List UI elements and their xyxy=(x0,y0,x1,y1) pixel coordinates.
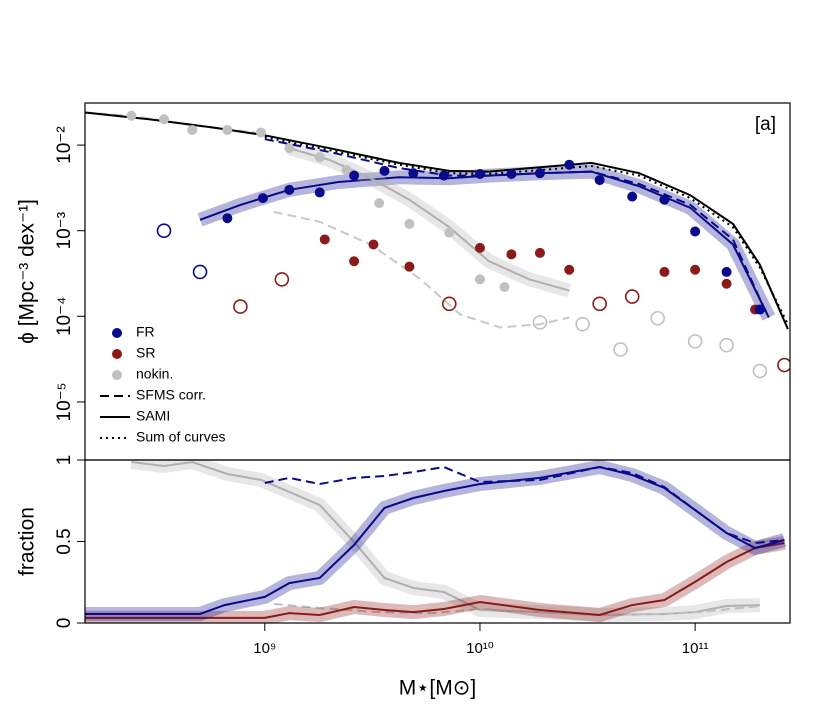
point xyxy=(349,256,360,267)
point xyxy=(594,175,605,186)
legend-marker xyxy=(112,349,122,359)
y-tick-label: 0 xyxy=(54,618,75,629)
point xyxy=(752,363,768,379)
point xyxy=(532,315,548,330)
point xyxy=(534,168,545,179)
point xyxy=(255,127,266,138)
point xyxy=(627,191,638,202)
plot-frame xyxy=(84,459,791,624)
point xyxy=(474,168,485,179)
point xyxy=(690,264,701,275)
point xyxy=(719,337,734,353)
line xyxy=(85,542,785,619)
point xyxy=(284,184,295,195)
line xyxy=(289,147,570,292)
y-tick-label: 0.5 xyxy=(54,528,75,554)
line xyxy=(273,602,761,617)
point xyxy=(349,170,360,181)
point xyxy=(659,194,670,205)
point xyxy=(650,310,666,326)
y-tick-label: 10⁻⁵ xyxy=(54,382,75,421)
point xyxy=(754,304,765,315)
y-axis-label: ϕ [Mpc⁻³ dex⁻¹] xyxy=(16,199,39,344)
point xyxy=(613,342,628,357)
point xyxy=(379,165,390,176)
point xyxy=(564,264,575,275)
point xyxy=(721,278,732,289)
x-tick-label: 10¹¹ xyxy=(682,640,709,657)
legend-label: Sum of curves xyxy=(136,429,225,445)
point xyxy=(690,226,701,237)
point xyxy=(564,159,575,170)
point xyxy=(534,247,545,258)
line xyxy=(264,465,785,545)
legend-label: SR xyxy=(136,345,155,361)
x-axis-label: M⋆[M⊙] xyxy=(399,677,476,700)
point xyxy=(506,249,517,260)
point xyxy=(592,296,607,312)
point xyxy=(284,143,295,154)
point xyxy=(499,282,510,293)
point xyxy=(233,299,248,314)
point xyxy=(222,213,233,224)
point xyxy=(222,124,233,135)
y-tick-label: 10⁻² xyxy=(54,126,75,164)
y-tick-label: 1 xyxy=(54,455,75,466)
y-tick-label: 10⁻⁴ xyxy=(54,297,75,336)
point xyxy=(368,239,379,250)
point xyxy=(187,124,198,135)
y-tick-label: 10⁻³ xyxy=(54,212,75,250)
point xyxy=(444,227,455,238)
point xyxy=(659,266,670,277)
point xyxy=(438,170,449,181)
point xyxy=(721,266,732,277)
legend-marker xyxy=(112,328,122,338)
point xyxy=(777,357,790,373)
point xyxy=(374,198,385,209)
point xyxy=(341,165,352,176)
legend-label: SFMS corr. xyxy=(136,387,206,403)
point xyxy=(274,272,290,287)
point xyxy=(474,274,485,285)
point xyxy=(575,316,590,332)
x-tick-label: 10⁹ xyxy=(253,640,276,657)
x-tick-label: 10¹⁰ xyxy=(466,640,494,657)
point xyxy=(314,187,325,198)
legend-label: nokin. xyxy=(136,366,173,382)
point xyxy=(126,110,137,121)
point xyxy=(158,114,169,125)
point xyxy=(506,168,517,179)
point xyxy=(156,223,172,239)
point xyxy=(404,261,415,272)
point xyxy=(404,218,415,229)
point xyxy=(314,152,325,163)
point xyxy=(474,242,485,253)
legend-marker xyxy=(112,370,122,380)
point xyxy=(624,289,640,304)
point xyxy=(687,334,703,349)
annotation: [a] xyxy=(755,114,776,135)
point xyxy=(192,264,208,280)
point xyxy=(319,234,330,245)
legend-label: FR xyxy=(136,324,155,340)
point xyxy=(441,296,457,312)
y-axis-label: fraction xyxy=(16,507,39,576)
point xyxy=(408,168,419,179)
point xyxy=(257,193,268,204)
legend-label: SAMI xyxy=(136,408,170,424)
